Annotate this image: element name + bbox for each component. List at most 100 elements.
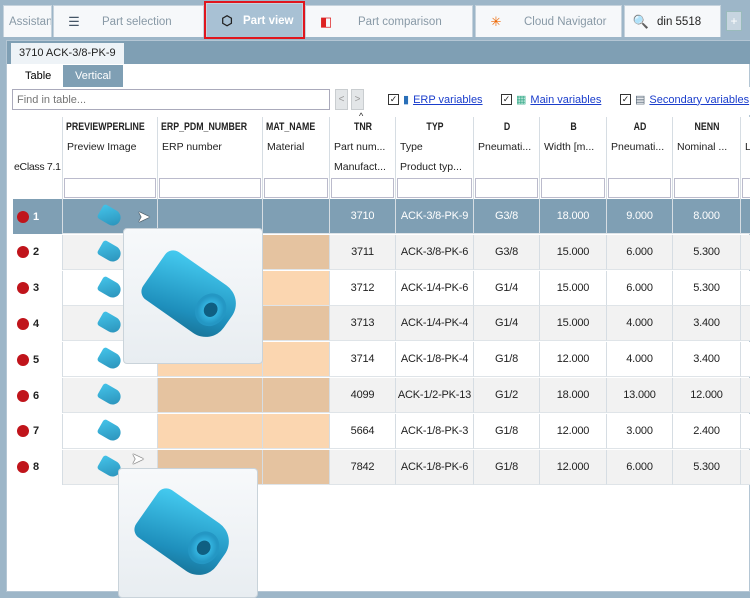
- ad-cell[interactable]: 6.000: [607, 449, 673, 485]
- column-filter-input[interactable]: [674, 178, 739, 198]
- d-cell[interactable]: G1/4: [474, 270, 540, 306]
- tab-part-view[interactable]: ⬡ Part view: [204, 1, 305, 39]
- erp-number-cell[interactable]: [158, 378, 263, 413]
- tab-vertical[interactable]: Vertical: [63, 65, 124, 87]
- nenn-cell[interactable]: 12.000: [673, 378, 741, 413]
- typ-cell[interactable]: ACK-1/8-PK-6: [396, 449, 474, 485]
- column-filter-input[interactable]: [541, 178, 605, 198]
- b-cell[interactable]: 15.000: [540, 270, 607, 306]
- typ-cell[interactable]: ACK-1/4-PK-6: [396, 270, 474, 306]
- ad-cell[interactable]: 4.000: [607, 342, 673, 378]
- column-header[interactable]: ERP_PDM_NUMBER ERP number: [158, 117, 263, 199]
- d-cell[interactable]: G1/2: [474, 378, 540, 413]
- material-cell[interactable]: [263, 342, 330, 378]
- find-in-table-input[interactable]: [12, 89, 330, 110]
- preview-cell[interactable]: [63, 378, 158, 413]
- tnr-cell[interactable]: 3710: [330, 199, 396, 234]
- tnr-cell[interactable]: 3714: [330, 342, 396, 378]
- tab-part-comparison[interactable]: ◧ Part comparison: [305, 5, 473, 37]
- l-cell[interactable]: [741, 378, 750, 413]
- typ-cell[interactable]: ACK-1/2-PK-13: [396, 378, 474, 413]
- ad-cell[interactable]: 6.000: [607, 234, 673, 270]
- next-match-button[interactable]: >: [351, 89, 364, 110]
- tnr-cell[interactable]: 4099: [330, 378, 396, 413]
- column-filter-input[interactable]: [742, 178, 750, 198]
- typ-cell[interactable]: ACK-3/8-PK-6: [396, 234, 474, 270]
- erp-variables-link[interactable]: ERP variables: [413, 93, 483, 106]
- material-cell[interactable]: [263, 199, 330, 234]
- material-cell[interactable]: [263, 306, 330, 342]
- column-filter-input[interactable]: [331, 178, 394, 198]
- tnr-cell[interactable]: 3712: [330, 270, 396, 306]
- tnr-cell[interactable]: 3711: [330, 234, 396, 270]
- tnr-cell[interactable]: 3713: [330, 306, 396, 342]
- b-cell[interactable]: 12.000: [540, 413, 607, 449]
- column-header[interactable]: TYP Type Product typ...: [396, 117, 474, 199]
- tab-cloud-navigator[interactable]: ✳ Cloud Navigator: [475, 5, 622, 37]
- column-header[interactable]: ^ TNR Part num... Manufact...: [330, 111, 396, 199]
- b-cell[interactable]: 15.000: [540, 234, 607, 270]
- column-filter-input[interactable]: [264, 178, 328, 198]
- column-filter-input[interactable]: [397, 178, 472, 198]
- material-cell[interactable]: [263, 449, 330, 485]
- nenn-cell[interactable]: 3.400: [673, 306, 741, 342]
- typ-cell[interactable]: ACK-1/8-PK-3: [396, 413, 474, 449]
- column-header[interactable]: NENN Nominal ...: [673, 117, 741, 199]
- part-tab[interactable]: 3710 ACK-3/8-PK-9: [11, 43, 124, 64]
- table-row[interactable]: 7 5664 ACK-1/8-PK-3 G1/8 12.000 3.000 2.400: [7, 413, 750, 450]
- checkbox[interactable]: ✓: [620, 94, 631, 105]
- ad-cell[interactable]: 4.000: [607, 306, 673, 342]
- column-header[interactable]: L: [741, 117, 750, 199]
- tab-assistant[interactable]: Assistant: [3, 5, 52, 37]
- tab-part-selection[interactable]: ☰ Part selection: [53, 5, 204, 37]
- typ-cell[interactable]: ACK-3/8-PK-9: [396, 199, 474, 234]
- main-variables-checkbox[interactable]: ✓ ▦ Main variables: [501, 93, 601, 106]
- b-cell[interactable]: 18.000: [540, 378, 607, 413]
- nenn-cell[interactable]: 3.400: [673, 342, 741, 378]
- b-cell[interactable]: 15.000: [540, 306, 607, 342]
- table-row[interactable]: 2 3711 ACK-3/8-PK-6 G3/8 15.000 6.000 5.300: [7, 234, 750, 271]
- d-cell[interactable]: G1/8: [474, 413, 540, 449]
- nenn-cell[interactable]: 2.400: [673, 413, 741, 449]
- tab-table[interactable]: Table: [13, 65, 64, 87]
- column-header[interactable]: MAT_NAME Material: [263, 117, 330, 199]
- prev-match-button[interactable]: <: [335, 89, 348, 110]
- erp-variables-checkbox[interactable]: ✓ ▮ ERP variables: [388, 93, 483, 106]
- l-cell[interactable]: [741, 234, 750, 270]
- ad-cell[interactable]: 13.000: [607, 378, 673, 413]
- ad-cell[interactable]: 6.000: [607, 270, 673, 306]
- preview-cell[interactable]: [63, 413, 158, 449]
- table-row[interactable]: 4 3713 ACK-1/4-PK-4 G1/4 15.000 4.000 3.400: [7, 306, 750, 342]
- material-cell[interactable]: [263, 413, 330, 449]
- l-cell[interactable]: [741, 270, 750, 306]
- ad-cell[interactable]: 3.000: [607, 413, 673, 449]
- main-variables-link[interactable]: Main variables: [530, 93, 602, 106]
- add-tab-button[interactable]: +: [726, 11, 742, 31]
- column-header[interactable]: B Width [m...: [540, 117, 607, 199]
- nenn-cell[interactable]: 5.300: [673, 270, 741, 306]
- column-filter-input[interactable]: [159, 178, 261, 198]
- l-cell[interactable]: [741, 342, 750, 378]
- d-cell[interactable]: G1/8: [474, 342, 540, 378]
- column-header[interactable]: D Pneumati...: [474, 117, 540, 199]
- secondary-variables-link[interactable]: Secondary variables: [649, 93, 750, 106]
- column-header[interactable]: AD Pneumati...: [607, 117, 673, 199]
- table-row[interactable]: 5 3714 ACK-1/8-PK-4 G1/8 12.000 4.000 3.400: [7, 342, 750, 378]
- column-filter-input[interactable]: [64, 178, 156, 198]
- l-cell[interactable]: [741, 306, 750, 342]
- checkbox[interactable]: ✓: [501, 94, 512, 105]
- d-cell[interactable]: G3/8: [474, 234, 540, 270]
- b-cell[interactable]: 12.000: [540, 449, 607, 485]
- typ-cell[interactable]: ACK-1/4-PK-4: [396, 306, 474, 342]
- table-row[interactable]: 6 4099 ACK-1/2-PK-13 G1/2 18.000 13.000 12.000: [7, 378, 750, 414]
- column-filter-input[interactable]: [475, 178, 538, 198]
- typ-cell[interactable]: ACK-1/8-PK-4: [396, 342, 474, 378]
- nenn-cell[interactable]: 8.000: [673, 199, 741, 234]
- d-cell[interactable]: G1/4: [474, 306, 540, 342]
- table-row[interactable]: 3 3712 ACK-1/4-PK-6 G1/4 15.000 6.000 5.300: [7, 270, 750, 307]
- material-cell[interactable]: [263, 378, 330, 413]
- ad-cell[interactable]: 9.000: [607, 199, 673, 234]
- erp-number-cell[interactable]: [158, 413, 263, 449]
- nenn-cell[interactable]: 5.300: [673, 449, 741, 485]
- d-cell[interactable]: G3/8: [474, 199, 540, 234]
